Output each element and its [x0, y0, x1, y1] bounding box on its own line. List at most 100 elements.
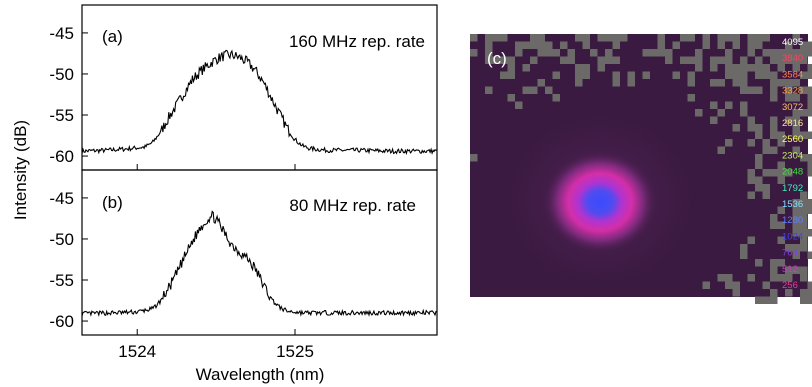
noise-pixel: [710, 79, 718, 87]
noise-pixel: [500, 56, 508, 64]
noise-pixel: [770, 169, 778, 177]
noise-pixel: [545, 49, 553, 57]
panel-b-frame: [81, 169, 438, 336]
noise-pixel: [785, 86, 793, 94]
noise-pixel: [522, 86, 530, 94]
noise-pixel: [792, 124, 800, 132]
noise-pixel: [807, 206, 812, 214]
noise-pixel: [642, 49, 650, 57]
noise-pixel: [740, 101, 748, 109]
noise-pixel: [777, 79, 785, 87]
noise-pixel: [770, 274, 778, 282]
panel-b-spectrum-line: [81, 210, 438, 317]
colorbar-label: 3072: [782, 102, 803, 113]
y-tick-label: -50: [49, 65, 74, 84]
noise-pixel: [492, 56, 500, 64]
noise-pixel: [740, 56, 748, 64]
noise-pixel: [770, 124, 778, 132]
panel-b-label: (b): [102, 193, 123, 212]
noise-pixel: [777, 161, 785, 169]
noise-pixel: [770, 56, 778, 64]
noise-pixel: [665, 56, 673, 64]
noise-pixel: [755, 41, 763, 49]
noise-pixel: [800, 131, 808, 139]
panel-b-annotation: 80 MHz rep. rate: [289, 196, 416, 215]
noise-pixel: [612, 41, 620, 49]
noise-pixel: [470, 154, 478, 162]
noise-pixel: [560, 56, 568, 64]
noise-pixel: [777, 176, 785, 184]
noise-pixel: [695, 64, 703, 72]
noise-pixel: [507, 56, 515, 64]
noise-pixel: [485, 49, 493, 57]
noise-pixel: [560, 41, 568, 49]
noise-pixel: [762, 139, 770, 147]
noise-pixel: [785, 169, 793, 177]
noise-pixel: [800, 266, 808, 274]
noise-pixel: [807, 251, 812, 259]
noise-pixel: [762, 49, 770, 57]
noise-pixel: [807, 131, 812, 139]
noise-pixel: [732, 34, 740, 42]
noise-pixel: [792, 56, 800, 64]
noise-pixel: [800, 214, 808, 222]
y-tick-label: -45: [49, 24, 74, 43]
noise-pixel: [627, 79, 635, 87]
x-tick-label: 1525: [276, 342, 314, 361]
noise-pixel: [792, 244, 800, 252]
noise-pixel: [800, 274, 808, 282]
noise-pixel: [500, 34, 508, 42]
noise-pixel: [747, 124, 755, 132]
noise-pixel: [755, 161, 763, 169]
noise-pixel: [762, 34, 770, 42]
noise-pixel: [485, 34, 493, 42]
noise-pixel: [777, 56, 785, 64]
noise-pixel: [725, 281, 733, 289]
noise-pixel: [582, 41, 590, 49]
noise-pixel: [702, 34, 710, 42]
noise-pixel: [785, 41, 793, 49]
y-tick-label: -50: [49, 230, 74, 249]
noise-pixel: [530, 41, 538, 49]
noise-pixel: [567, 56, 575, 64]
noise-pixel: [470, 49, 478, 57]
noise-pixel: [740, 244, 748, 252]
colorbar-label: 2048: [782, 167, 803, 178]
noise-pixel: [747, 274, 755, 282]
noise-pixel: [777, 139, 785, 147]
noise-pixel: [755, 56, 763, 64]
noise-pixel: [747, 169, 755, 177]
noise-pixel: [755, 124, 763, 132]
noise-pixel: [792, 229, 800, 237]
noise-pixel: [710, 101, 718, 109]
noise-pixel: [515, 101, 523, 109]
noise-pixel: [612, 79, 620, 87]
noise-pixel: [777, 64, 785, 72]
noise-pixel: [657, 49, 665, 57]
noise-pixel: [725, 101, 733, 109]
noise-pixel: [800, 236, 808, 244]
noise-pixel: [537, 41, 545, 49]
panel-a: (a) 160 MHz rep. rate -60 -55 -50 -45: [49, 4, 438, 171]
noise-pixel: [770, 289, 778, 297]
noise-pixel: [605, 49, 613, 57]
noise-pixel: [807, 296, 812, 304]
noise-pixel: [800, 221, 808, 229]
noise-pixel: [792, 251, 800, 259]
panel-a-annotation: 160 MHz rep. rate: [289, 32, 425, 51]
noise-pixel: [762, 184, 770, 192]
noise-pixel: [792, 199, 800, 207]
noise-pixel: [800, 289, 808, 297]
noise-pixel: [792, 109, 800, 117]
noise-pixel: [680, 34, 688, 42]
noise-pixel: [717, 41, 725, 49]
noise-pixel: [687, 94, 695, 102]
noise-pixel: [785, 79, 793, 87]
colorbar-label: 256: [782, 280, 798, 291]
noise-pixel: [755, 64, 763, 72]
noise-pixel: [792, 34, 800, 42]
noise-pixel: [717, 274, 725, 282]
noise-pixel: [792, 64, 800, 72]
noise-pixel: [612, 34, 620, 42]
noise-pixel: [672, 71, 680, 79]
